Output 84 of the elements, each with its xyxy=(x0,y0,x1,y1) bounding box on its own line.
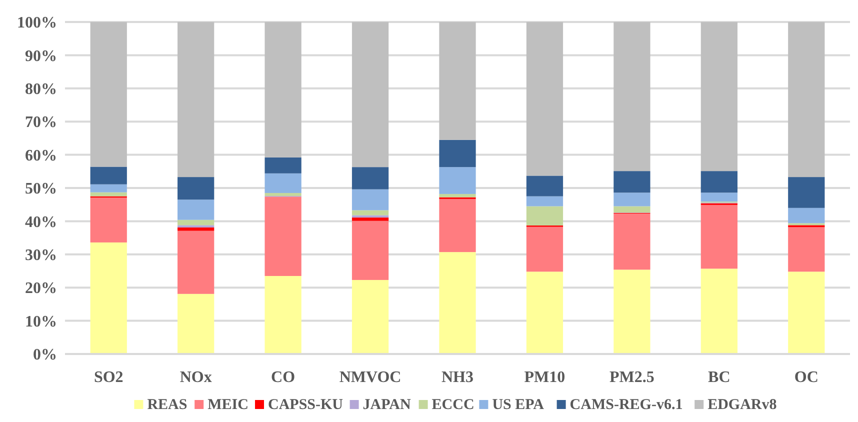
y-tick-label: 30% xyxy=(25,247,57,264)
legend-label: EDGARv8 xyxy=(708,397,777,413)
bar xyxy=(264,192,302,196)
y-tick-label: 100% xyxy=(17,14,57,32)
bar xyxy=(700,192,738,202)
y-tick-label: 60% xyxy=(25,147,57,164)
x-tick-label: SO2 xyxy=(94,369,124,386)
bar xyxy=(352,220,389,280)
bar xyxy=(90,22,127,167)
bar xyxy=(439,252,476,354)
bar xyxy=(264,157,302,174)
y-tick-label: 80% xyxy=(25,81,57,98)
y-tick-label: 70% xyxy=(25,114,57,132)
bar xyxy=(788,227,825,272)
x-tick-label: PM2.5 xyxy=(610,369,654,386)
bar xyxy=(439,194,476,198)
y-tick-label: 90% xyxy=(25,48,57,65)
bar xyxy=(788,22,825,178)
bar xyxy=(178,22,214,178)
bar xyxy=(614,214,650,270)
bar xyxy=(526,272,564,354)
bar xyxy=(178,220,214,226)
bar xyxy=(90,166,127,184)
y-tick-label: 40% xyxy=(25,214,57,231)
x-tick-label: OC xyxy=(794,369,818,386)
legend-label: US EPA xyxy=(492,397,544,413)
bar xyxy=(614,270,650,354)
bar xyxy=(352,215,389,218)
x-tick-label: NMVOC xyxy=(339,369,402,386)
legend-label: ECCC xyxy=(432,397,474,413)
bar xyxy=(178,200,214,220)
bar xyxy=(788,177,825,208)
bar xyxy=(264,22,302,158)
bar xyxy=(178,230,214,294)
bar xyxy=(352,280,389,354)
bar xyxy=(700,204,738,269)
bar xyxy=(352,210,389,216)
bar xyxy=(614,22,650,172)
bar xyxy=(352,218,389,221)
bar xyxy=(352,167,389,190)
bar xyxy=(264,276,302,354)
bar xyxy=(526,206,564,226)
x-tick-label: BC xyxy=(708,369,730,386)
bar xyxy=(439,167,476,194)
bar xyxy=(264,196,302,276)
legend-label: CAPSS-KU xyxy=(268,397,344,413)
bar xyxy=(788,272,825,354)
bar xyxy=(614,171,650,193)
bar xyxy=(90,198,127,242)
bar xyxy=(178,225,214,228)
bar xyxy=(526,176,564,196)
bar xyxy=(178,294,214,354)
bar xyxy=(264,173,302,193)
bar xyxy=(178,177,214,200)
y-tick-label: 0% xyxy=(33,346,57,364)
x-tick-label: PM10 xyxy=(524,369,566,386)
x-tick-label: NOx xyxy=(180,369,212,386)
bar xyxy=(526,226,564,272)
bar xyxy=(700,171,738,193)
bar xyxy=(614,192,650,206)
x-tick-label: CO xyxy=(271,369,296,386)
legend-label: REAS xyxy=(147,397,188,413)
bar xyxy=(439,140,476,168)
bar xyxy=(439,198,476,252)
bar xyxy=(352,22,389,168)
bar xyxy=(90,184,127,192)
y-tick-label: 10% xyxy=(25,313,57,330)
y-tick-label: 50% xyxy=(25,180,57,198)
bar xyxy=(90,242,127,354)
bar xyxy=(788,208,825,224)
legend-label: CAMS-REG-v6.1 xyxy=(570,397,683,413)
bar xyxy=(178,228,214,231)
bar xyxy=(700,268,738,354)
bar xyxy=(700,22,738,172)
bar xyxy=(352,189,389,210)
bar xyxy=(614,206,650,213)
bar xyxy=(526,22,564,176)
legend-label: MEIC xyxy=(208,397,248,413)
bar xyxy=(90,192,127,196)
x-tick-label: NH3 xyxy=(442,369,474,386)
legend-label: JAPAN xyxy=(362,397,412,413)
y-tick-label: 20% xyxy=(25,280,57,298)
bar xyxy=(439,22,476,140)
bar xyxy=(526,196,564,206)
